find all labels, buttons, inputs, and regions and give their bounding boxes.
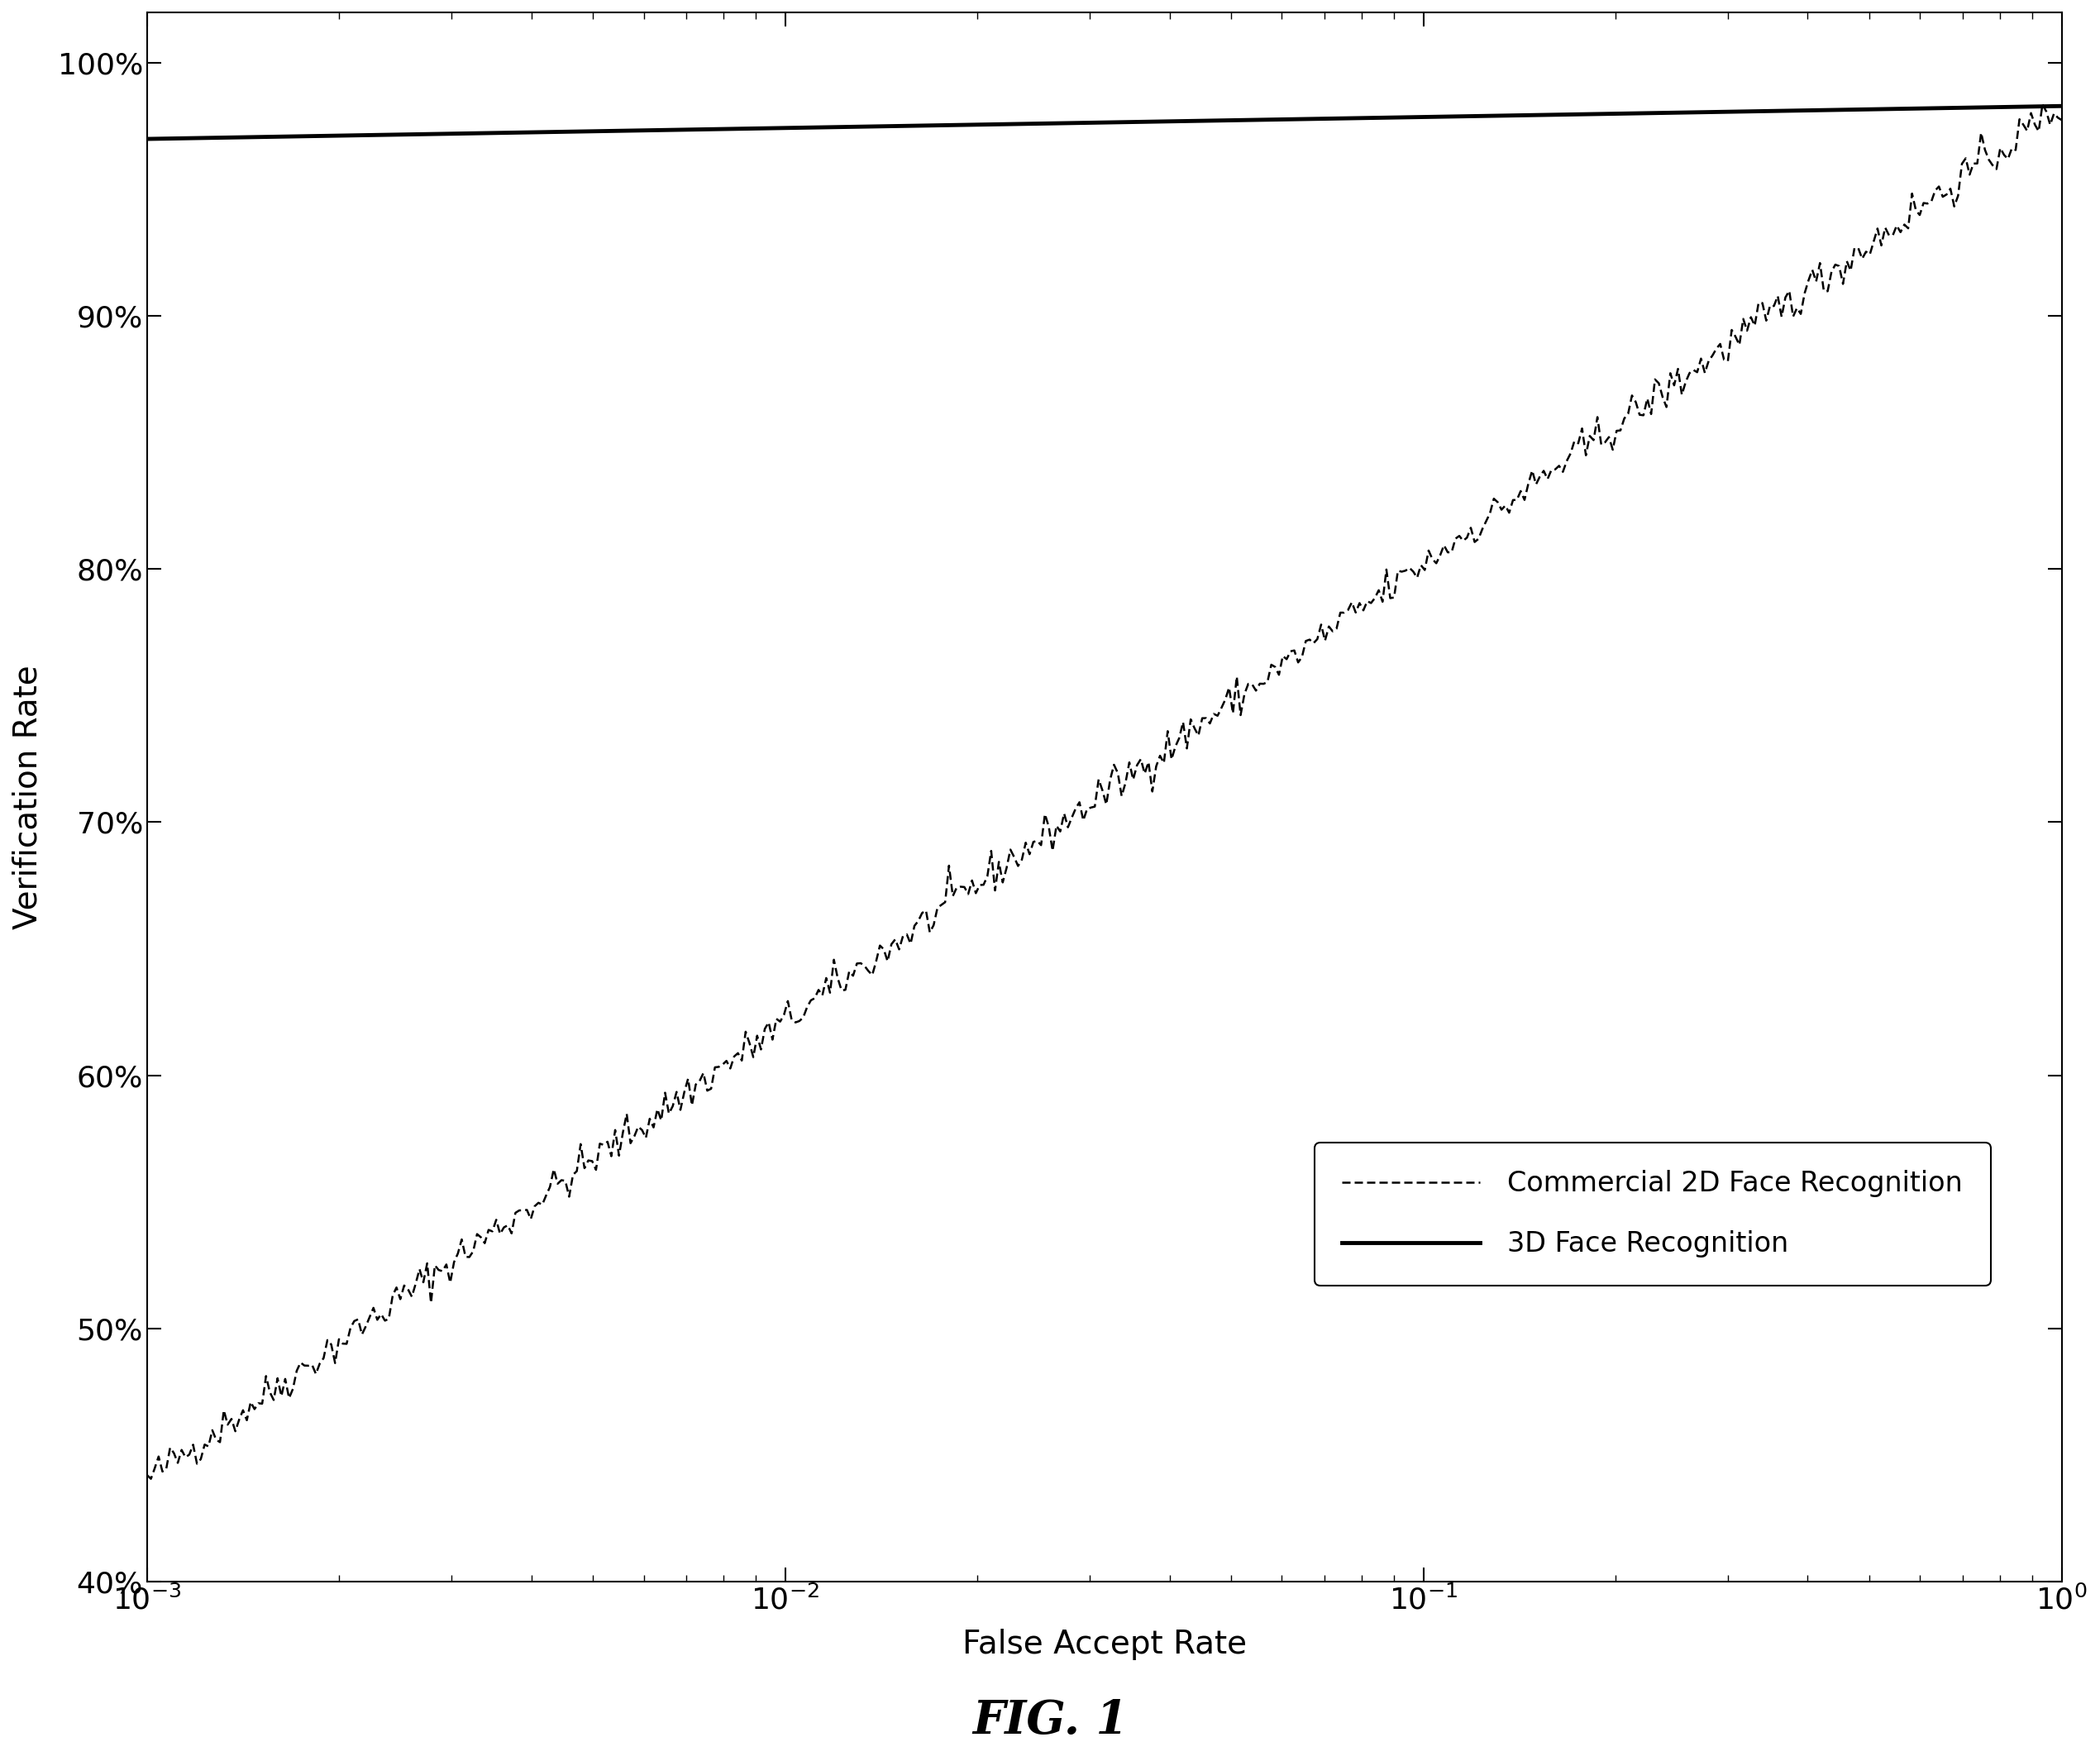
Legend: Commercial 2D Face Recognition, 3D Face Recognition: Commercial 2D Face Recognition, 3D Face …	[1315, 1143, 1991, 1286]
3D Face Recognition	[2050, 95, 2075, 116]
Commercial 2D Face Recognition	[1174, 738, 1199, 759]
Commercial 2D Face Recognition	[134, 1465, 160, 1486]
Commercial 2D Face Recognition	[1707, 333, 1732, 354]
3D Face Recognition	[1170, 111, 1195, 132]
3D Face Recognition	[1044, 113, 1069, 134]
3D Face Recognition	[2003, 97, 2029, 118]
Commercial 2D Face Recognition	[2050, 109, 2075, 130]
Commercial 2D Face Recognition	[1058, 807, 1084, 828]
3D Face Recognition	[1056, 113, 1082, 134]
Commercial 2D Face Recognition	[1279, 641, 1304, 662]
Line: Commercial 2D Face Recognition: Commercial 2D Face Recognition	[147, 104, 2062, 1479]
3D Face Recognition	[134, 129, 160, 150]
3D Face Recognition	[1275, 109, 1300, 130]
Text: FIG. 1: FIG. 1	[972, 1698, 1128, 1743]
Commercial 2D Face Recognition	[2008, 109, 2033, 130]
3D Face Recognition	[1703, 102, 1728, 123]
X-axis label: False Accept Rate: False Accept Rate	[962, 1629, 1247, 1661]
Commercial 2D Face Recognition	[139, 1469, 164, 1490]
Line: 3D Face Recognition: 3D Face Recognition	[147, 106, 2062, 139]
Commercial 2D Face Recognition	[1048, 821, 1073, 842]
Y-axis label: Verification Rate: Verification Rate	[13, 664, 44, 930]
Commercial 2D Face Recognition	[2031, 93, 2056, 114]
